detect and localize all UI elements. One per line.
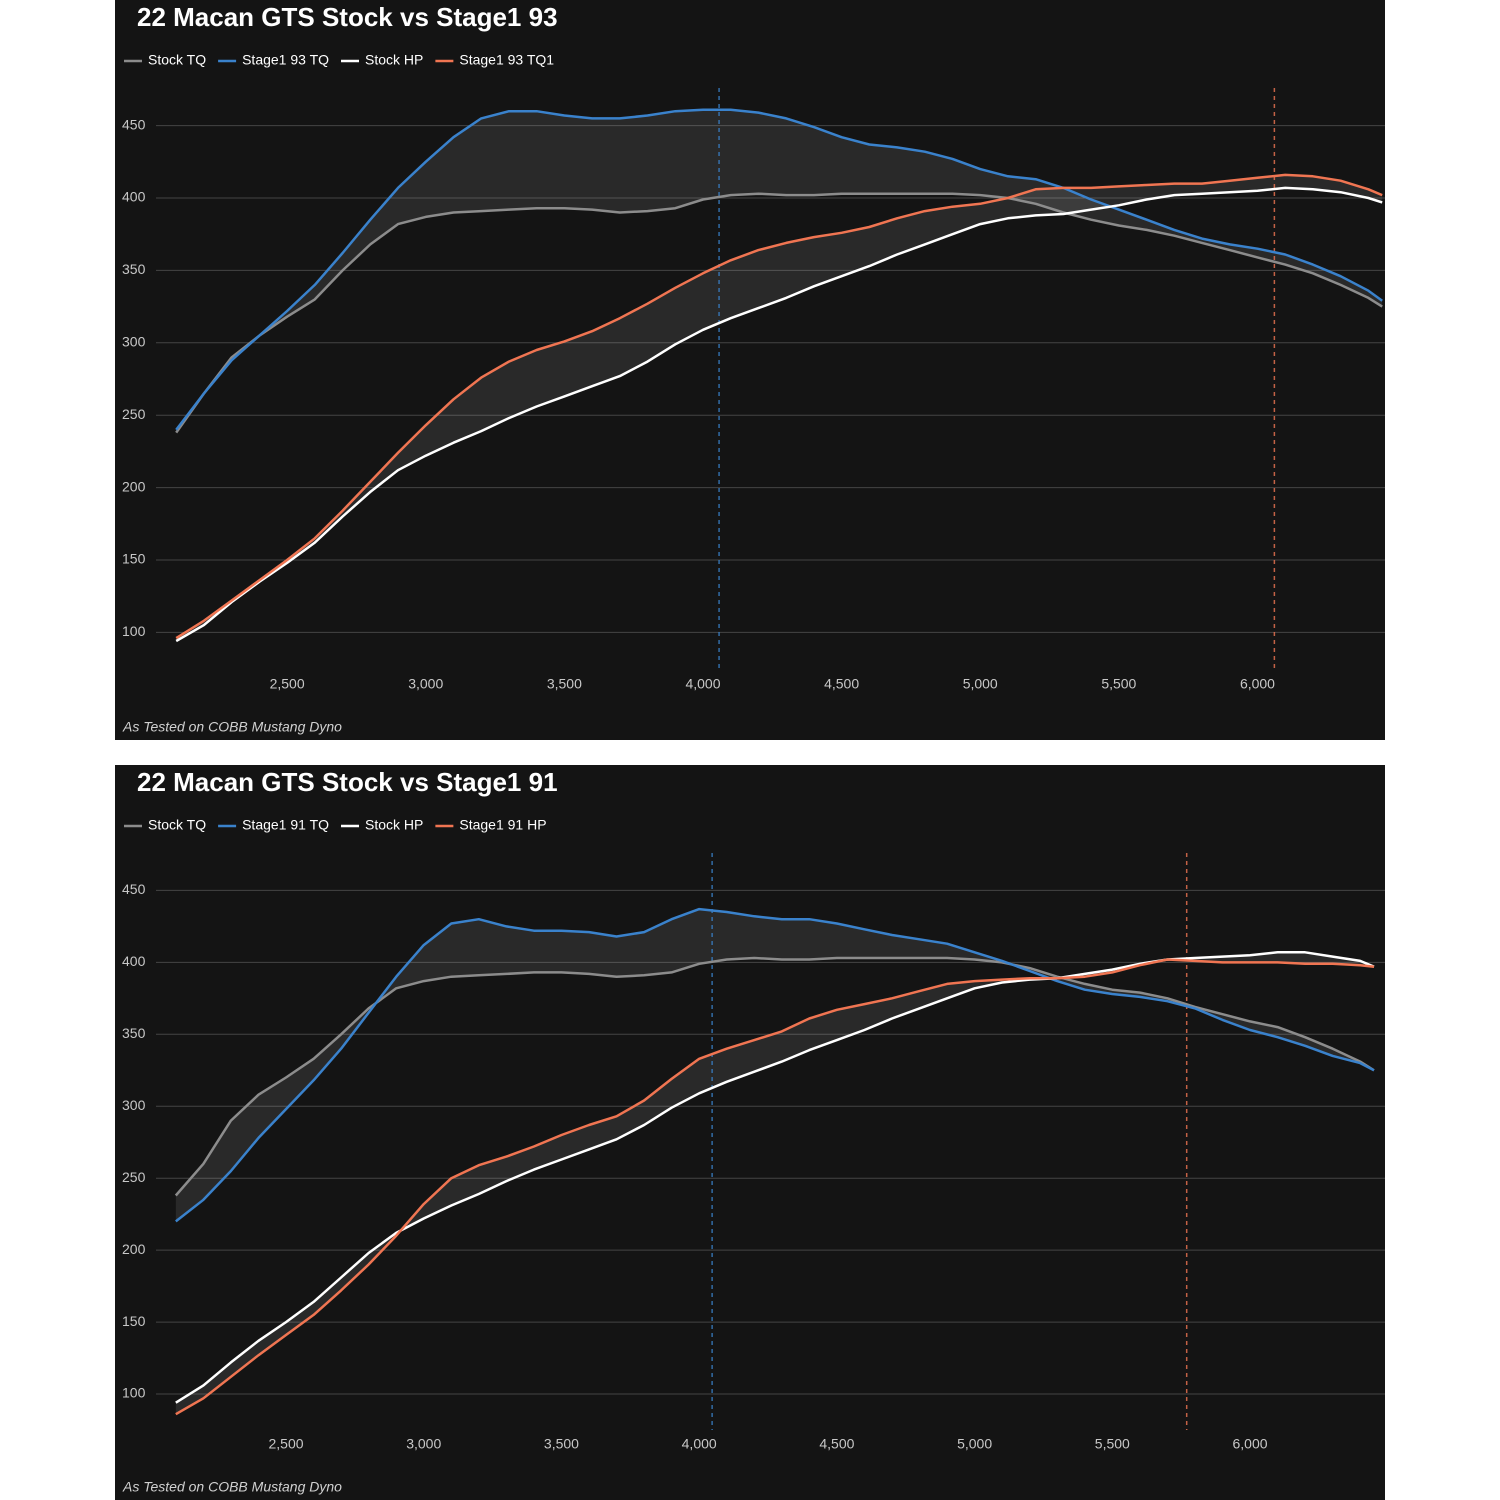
- x-tick-label: 5,000: [957, 1436, 992, 1452]
- y-tick-label: 400: [122, 189, 146, 205]
- series-line: [175, 186, 1383, 643]
- series-line: [175, 907, 1375, 1223]
- series-line: [175, 108, 1383, 431]
- y-tick-label: 400: [122, 953, 146, 969]
- y-tick-label: 350: [122, 1025, 146, 1041]
- y-tick-label: 200: [122, 478, 146, 494]
- y-tick-label: 100: [122, 623, 146, 639]
- legend-label: Stock HP: [365, 817, 423, 833]
- y-tick-label: 350: [122, 261, 146, 277]
- y-tick-label: 300: [122, 334, 146, 350]
- x-tick-label: 6,000: [1240, 676, 1275, 692]
- chart-title: 22 Macan GTS Stock vs Stage1 91: [137, 767, 558, 797]
- series-line: [175, 951, 1375, 1404]
- y-tick-label: 100: [122, 1385, 146, 1401]
- x-tick-label: 5,500: [1101, 676, 1136, 692]
- x-tick-label: 3,000: [408, 676, 443, 692]
- series-line: [175, 958, 1375, 1416]
- y-tick-label: 450: [122, 116, 146, 132]
- x-tick-label: 5,500: [1095, 1436, 1130, 1452]
- x-tick-label: 4,500: [819, 1436, 854, 1452]
- x-tick-label: 6,000: [1233, 1436, 1268, 1452]
- legend-label: Stage1 93 TQ: [242, 52, 329, 68]
- x-tick-label: 2,500: [268, 1436, 303, 1452]
- y-tick-label: 150: [122, 551, 146, 567]
- panel: [115, 765, 1385, 1500]
- y-tick-label: 150: [122, 1313, 146, 1329]
- x-tick-label: 3,000: [406, 1436, 441, 1452]
- legend-label: Stock HP: [365, 52, 423, 68]
- chart-title: 22 Macan GTS Stock vs Stage1 93: [137, 2, 558, 32]
- difference-area: [176, 174, 1383, 642]
- x-tick-label: 5,000: [963, 676, 998, 692]
- series-line: [175, 192, 1383, 434]
- x-tick-label: 4,000: [685, 676, 720, 692]
- legend-label: Stage1 91 HP: [459, 817, 546, 833]
- y-tick-label: 250: [122, 406, 146, 422]
- legend-label: Stock TQ: [148, 52, 206, 68]
- x-tick-label: 2,500: [270, 676, 305, 692]
- x-tick-label: 4,000: [682, 1436, 717, 1452]
- y-tick-label: 450: [122, 881, 146, 897]
- y-tick-label: 200: [122, 1241, 146, 1257]
- x-tick-label: 4,500: [824, 676, 859, 692]
- y-tick-label: 300: [122, 1097, 146, 1113]
- footnote: As Tested on COBB Mustang Dyno: [122, 719, 342, 735]
- series-line: [175, 173, 1383, 640]
- legend-label: Stage1 93 TQ1: [459, 52, 554, 68]
- legend-label: Stage1 91 TQ: [242, 817, 329, 833]
- difference-area: [176, 109, 1383, 433]
- x-tick-label: 3,500: [544, 1436, 579, 1452]
- difference-area: [175, 952, 1374, 1415]
- x-tick-label: 3,500: [547, 676, 582, 692]
- footnote: As Tested on COBB Mustang Dyno: [122, 1479, 342, 1495]
- legend-label: Stock TQ: [148, 817, 206, 833]
- panel: [115, 0, 1385, 740]
- y-tick-label: 250: [122, 1169, 146, 1185]
